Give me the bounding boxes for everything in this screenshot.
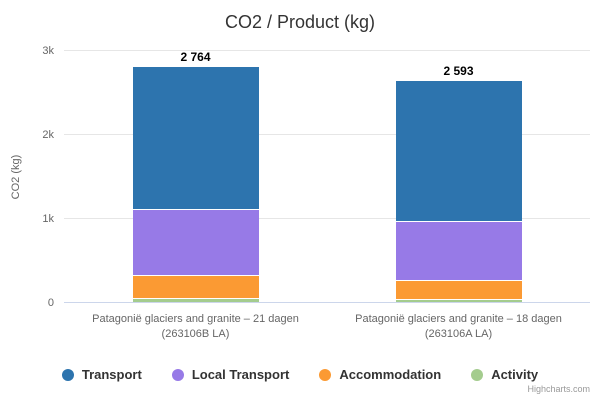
y-tick-label: 0	[47, 297, 54, 309]
legend-item-local-transport[interactable]: Local Transport	[171, 367, 290, 382]
legend-label: Accommodation	[339, 367, 442, 382]
y-gridline	[64, 50, 590, 51]
legend-item-transport[interactable]: Transport	[61, 367, 142, 382]
y-tick-label: 3k	[42, 45, 54, 57]
plot-area: 0 1k 2k 3k 2 764 Patagonië glaciers and grani…	[42, 45, 590, 340]
bar-segment-activity[interactable]	[395, 299, 522, 302]
x-axis-label-line: Patagonië glaciers and granite – 18 dage…	[355, 313, 562, 325]
legend-label: Activity	[491, 367, 539, 382]
bar-segment-transport[interactable]	[132, 67, 259, 209]
legend-item-accommodation[interactable]: Accommodation	[319, 367, 441, 382]
stacked-bar	[395, 81, 522, 302]
y-gridline	[64, 134, 590, 135]
bar-segment-local-transport[interactable]	[132, 209, 259, 275]
legend: Transport Local Transport Accommodation Act…	[0, 367, 600, 382]
y-tick-label: 1k	[42, 213, 54, 225]
legend-marker-icon	[471, 368, 484, 381]
legend-label: Transport	[81, 367, 142, 382]
y-gridline	[64, 218, 590, 219]
x-axis-label-line: (263106B LA)	[161, 327, 230, 340]
x-axis-category-label: Patagonië glaciers and granite – 18 dage…	[309, 312, 600, 342]
highcharts-credits[interactable]: Highcharts.com	[527, 384, 590, 394]
bar-segment-activity[interactable]	[132, 298, 259, 302]
x-axis-label-line: (263106A LA)	[424, 327, 493, 340]
stack-total-label: 2 764	[180, 49, 211, 64]
x-axis-line	[64, 302, 590, 303]
stack-total-label: 2 593	[443, 64, 474, 79]
legend-marker-icon	[171, 368, 184, 381]
stacked-bar	[132, 67, 259, 302]
x-axis-category-label: Patagonië glaciers and granite – 21 dage…	[46, 312, 346, 342]
y-tick-label: 2k	[42, 129, 54, 141]
legend-marker-icon	[61, 368, 74, 381]
x-axis-label-line: Patagonië glaciers and granite – 21 dage…	[92, 313, 299, 325]
bar-segment-transport[interactable]	[395, 81, 522, 221]
bar-segment-local-transport[interactable]	[395, 221, 522, 280]
legend-label: Local Transport	[191, 367, 290, 382]
y-axis-title: CO2 (kg)	[10, 154, 22, 200]
legend-item-activity[interactable]: Activity	[471, 367, 538, 382]
legend-marker-icon	[319, 368, 332, 381]
bar-segment-accommodation[interactable]	[395, 280, 522, 299]
bar-segment-accommodation[interactable]	[132, 275, 259, 298]
chart-title: CO2 / Product (kg)	[224, 12, 376, 32]
